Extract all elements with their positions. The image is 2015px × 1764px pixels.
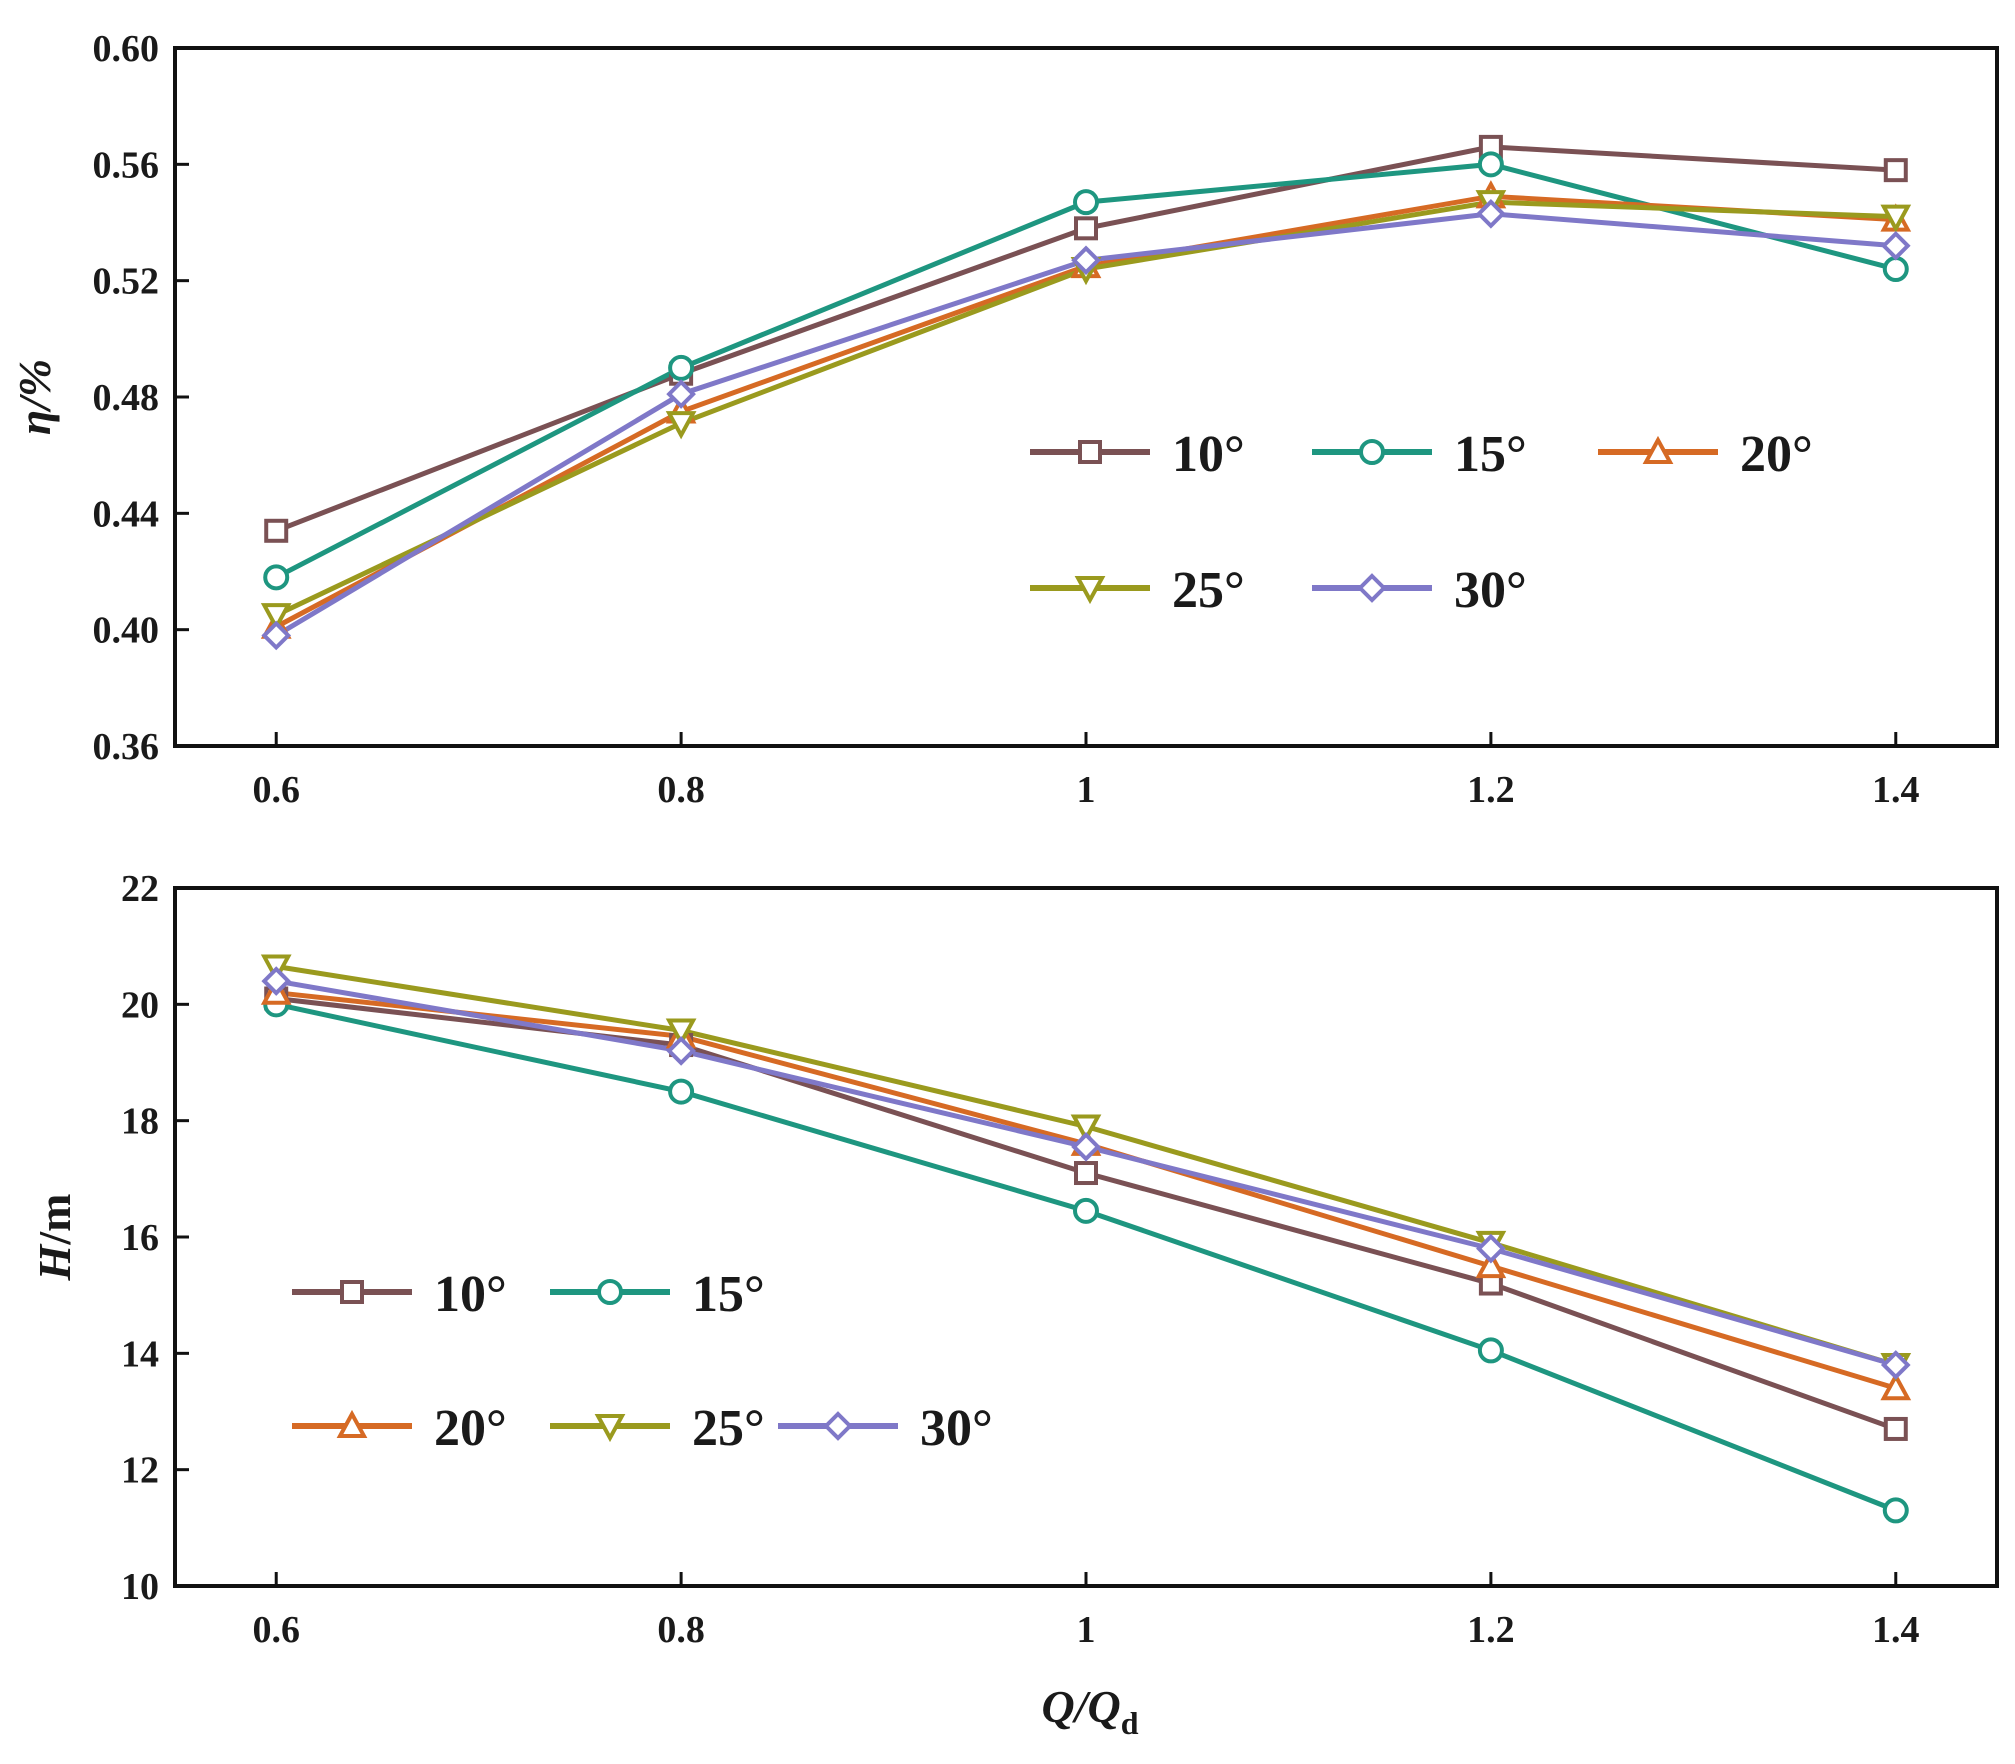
x-tick-label: 0.8 (657, 1609, 705, 1651)
legend-item-15deg: 15° (1312, 426, 1527, 483)
data-point-30deg (1476, 1233, 1506, 1264)
y-tick-label: 12 (121, 1450, 159, 1492)
x-tick-label: 1 (1077, 769, 1096, 811)
legend-item-30deg: 30° (778, 1400, 993, 1457)
legend-label: 15° (692, 1266, 765, 1323)
legend-marker (597, 1279, 623, 1305)
legend-marker (336, 1409, 368, 1438)
data-point-10deg (1074, 216, 1098, 241)
data-point-30deg (261, 966, 292, 996)
y-tick-label: 0.48 (93, 377, 160, 419)
data-point-30deg (666, 1036, 696, 1066)
head-y-label-unit: /m (29, 1194, 80, 1246)
legend-item-10deg: 10° (1030, 426, 1245, 483)
legend-item-15deg: 15° (550, 1266, 765, 1323)
y-tick-label: 14 (121, 1333, 159, 1375)
legend-marker (1074, 576, 1106, 605)
data-point-25deg (1880, 204, 1912, 233)
data-point-20deg (1880, 1372, 1912, 1401)
y-tick-label: 10 (121, 1566, 159, 1608)
legend-marker (594, 1414, 626, 1443)
y-tick-label: 0.56 (93, 144, 160, 186)
data-point-30deg (1880, 230, 1911, 261)
series-line-15deg (275, 1001, 1897, 1513)
legend-label: 20° (434, 1400, 507, 1457)
legend-marker (1357, 573, 1387, 603)
data-point-20deg (1475, 1249, 1507, 1279)
legend-label: 15° (1454, 426, 1527, 483)
legend-marker (823, 1411, 853, 1441)
y-tick-label: 0.36 (93, 726, 160, 768)
y-tick-label: 22 (121, 868, 159, 910)
plot-frame (173, 46, 1999, 748)
data-point-15deg (263, 564, 290, 591)
legend-item-20deg: 20° (292, 1400, 507, 1457)
data-point-30deg (1880, 1350, 1911, 1380)
x-label-main: Q/Q (1041, 1681, 1120, 1732)
legend-label: 30° (920, 1400, 993, 1457)
y-tick-label: 0.40 (93, 610, 160, 652)
x-tick-label: 1.4 (1872, 769, 1920, 811)
data-point-30deg (261, 620, 292, 651)
legend-item-30deg: 30° (1312, 562, 1527, 619)
legend-label: 30° (1454, 562, 1527, 619)
data-point-30deg (1071, 1132, 1101, 1162)
x-tick-label: 1.2 (1467, 1609, 1515, 1651)
data-point-15deg (1882, 256, 1909, 283)
data-point-15deg (668, 1078, 695, 1105)
data-point-25deg (665, 1018, 697, 1047)
y-tick-label: 20 (121, 984, 159, 1026)
data-point-15deg (1477, 151, 1504, 178)
data-point-15deg (1882, 1497, 1909, 1524)
x-tick-label: 0.6 (252, 769, 300, 811)
y-tick-label: 0.52 (93, 261, 160, 303)
data-point-15deg (1073, 189, 1099, 216)
data-point-10deg (1883, 1416, 1908, 1441)
legend-label: 25° (692, 1400, 765, 1457)
x-tick-label: 0.8 (657, 769, 705, 811)
x-tick-label: 1.4 (1872, 1609, 1920, 1651)
data-point-15deg (1477, 1337, 1504, 1364)
data-point-25deg (260, 603, 292, 632)
data-point-15deg (1073, 1197, 1099, 1224)
legend-item-20deg: 20° (1598, 426, 1813, 483)
head-y-label-symbol: H (29, 1243, 80, 1281)
legend-label: 10° (434, 1266, 507, 1323)
data-point-15deg (668, 354, 695, 381)
data-point-25deg (1070, 1114, 1102, 1143)
x-tick-label: 1 (1077, 1609, 1096, 1651)
legend-item-25deg: 25° (550, 1400, 765, 1457)
data-point-10deg (264, 518, 289, 543)
x-axis-label: Q/Qd (1041, 1681, 1138, 1741)
legend-marker (1078, 440, 1102, 464)
data-point-10deg (1074, 1161, 1098, 1186)
legend-label: 10° (1172, 426, 1245, 483)
legend-label: 25° (1172, 562, 1245, 619)
data-point-30deg (1476, 198, 1506, 229)
head-y-axis-label: H/m (29, 1194, 80, 1282)
legend-marker (1642, 435, 1674, 464)
efficiency-chart: 0.36 0.40 0.44 0.48 0.52 0.56 0.60 0.6 0.8 1 1.2 1.… (93, 28, 1999, 811)
data-point-30deg (666, 379, 696, 409)
data-point-30deg (1071, 245, 1101, 276)
legend-label: 20° (1740, 426, 1813, 483)
legend-marker (1359, 439, 1385, 465)
head-chart: 10 12 14 16 18 20 22 0.6 0.8 1 1.2 1.4 10° 15° 20° 25° 3… (121, 868, 1999, 1651)
y-tick-label: 0.60 (93, 28, 160, 70)
legend-item-10deg: 10° (292, 1266, 507, 1323)
x-tick-label: 1.2 (1467, 769, 1515, 811)
y-tick-label: 0.44 (93, 493, 160, 535)
y-tick-label: 16 (121, 1217, 159, 1259)
x-label-subscript: d (1121, 1705, 1139, 1741)
data-point-10deg (1883, 158, 1908, 183)
series-line-20deg (275, 990, 1897, 1391)
x-tick-label: 0.6 (252, 1609, 300, 1651)
data-point-25deg (665, 411, 697, 440)
legend-item-25deg: 25° (1030, 562, 1245, 619)
legend-marker (340, 1280, 364, 1304)
y-tick-label: 18 (121, 1101, 159, 1143)
efficiency-y-axis-label: η/% (9, 359, 60, 435)
